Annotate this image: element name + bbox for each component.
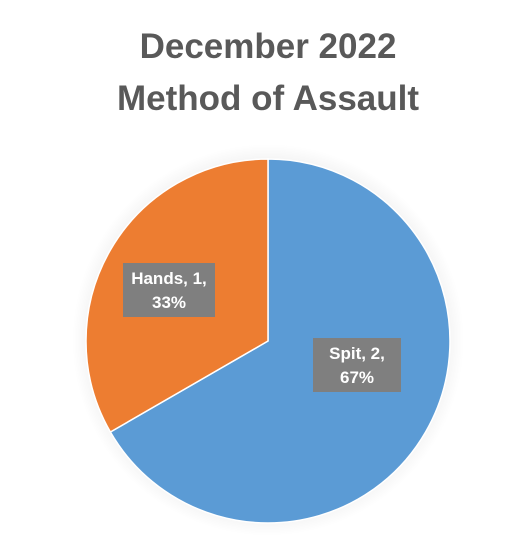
data-label-hands: Hands, 1, 33% <box>123 263 215 317</box>
data-label-line-1: Hands, 1, <box>131 269 207 288</box>
pie-data-labels: Spit, 2, 67% Hands, 1, 33% <box>123 263 401 392</box>
chart-title: December 2022 Method of Assault <box>117 27 419 118</box>
data-label-box <box>123 263 215 317</box>
data-label-line-1: Spit, 2, <box>329 344 385 363</box>
data-label-spit: Spit, 2, 67% <box>313 338 401 392</box>
chart-title-line-1: December 2022 <box>140 27 397 66</box>
data-label-line-2: 67% <box>340 368 374 387</box>
data-label-line-2: 33% <box>152 293 186 312</box>
pie-slice-spit <box>109 158 451 524</box>
chart-title-line-2: Method of Assault <box>117 79 419 118</box>
data-label-box <box>313 338 401 392</box>
